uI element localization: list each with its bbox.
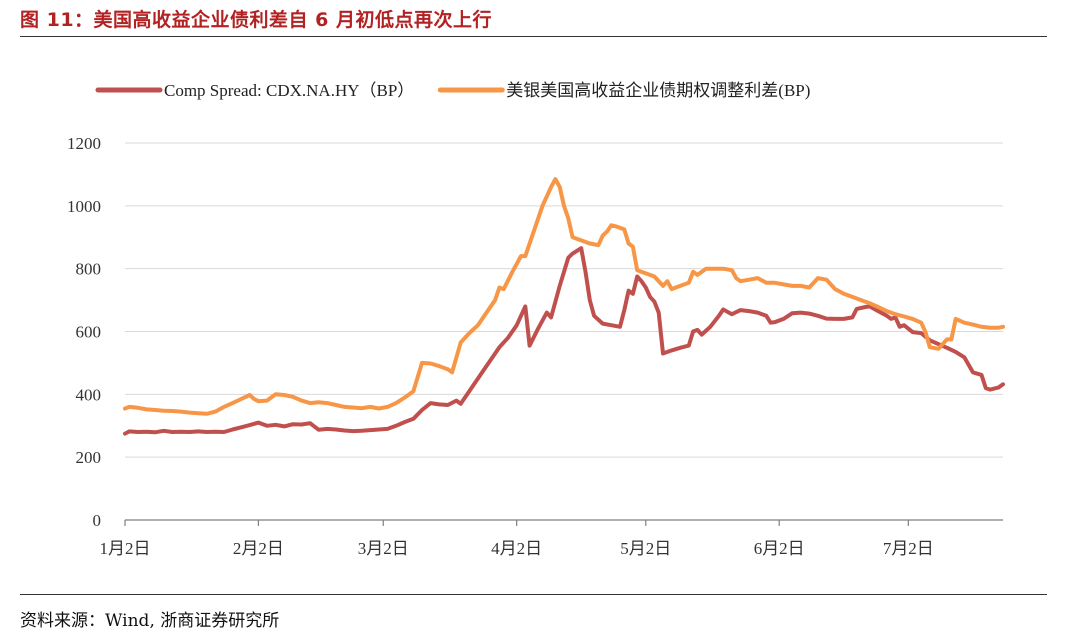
legend-label-1: Comp Spread: CDX.NA.HY（BP）	[164, 81, 414, 100]
y-tick-label: 1200	[67, 134, 101, 153]
y-tick-label: 200	[76, 448, 102, 467]
series-lines	[123, 177, 1005, 436]
series-line-2	[123, 177, 1005, 416]
x-tick-label: 1月2日	[100, 539, 151, 558]
legend: Comp Spread: CDX.NA.HY（BP） 美银美国高收益企业债期权调整…	[95, 81, 810, 100]
source-note: 资料来源：Wind, 浙商证券研究所	[20, 611, 280, 631]
y-tick-label: 400	[76, 385, 102, 404]
x-axis-ticks: 1月2日 2月2日 3月2日 4月2日 5月2日 6月2日 7月2日	[100, 520, 934, 558]
x-tick-label: 5月2日	[620, 539, 671, 558]
line-chart: 0 200 400 600 800 1000 1200 1月2日 2月2日 3月2日 4月2日 5月…	[67, 81, 1005, 558]
bottom-rule	[20, 594, 1047, 595]
x-tick-label: 6月2日	[754, 539, 805, 558]
legend-label-2: 美银美国高收益企业债期权调整利差(BP)	[506, 81, 810, 100]
series-line-1	[123, 246, 1005, 436]
y-tick-label: 800	[76, 260, 102, 279]
x-tick-label: 3月2日	[358, 539, 409, 558]
x-tick-label: 4月2日	[491, 539, 542, 558]
grid-lines	[125, 142, 1003, 458]
y-tick-label: 1000	[67, 197, 101, 216]
y-tick-label: 0	[93, 511, 102, 530]
x-tick-label: 7月2日	[883, 539, 934, 558]
top-rule	[20, 36, 1047, 37]
figure-title: 图 11：美国高收益企业债利差自 6 月初低点再次上行	[20, 9, 493, 31]
y-axis-ticks: 0 200 400 600 800 1000 1200	[67, 134, 101, 530]
y-tick-label: 600	[76, 323, 102, 342]
x-tick-label: 2月2日	[233, 539, 284, 558]
